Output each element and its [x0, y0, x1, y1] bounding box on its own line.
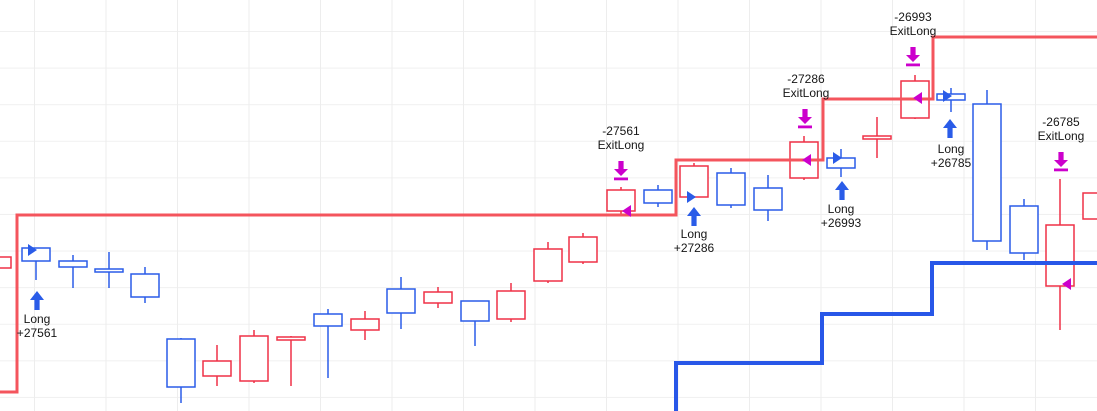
long-entry-label: Long +27561	[17, 312, 57, 340]
entry-execution-triangle-icon	[28, 244, 37, 256]
long-entry-label-line1: Long	[827, 202, 855, 216]
exit-long-label-line1: -26993	[894, 10, 932, 24]
candle-body	[0, 256, 12, 269]
long-entry-label-line2: +27561	[16, 326, 58, 340]
candle-body	[423, 291, 453, 304]
exit-long-label: -26785 ExitLong	[1038, 115, 1085, 143]
long-entry-label-line1: Long	[23, 312, 51, 326]
exit-long-arrow-bar-icon	[614, 177, 628, 181]
long-entry-label-line2: +27286	[673, 241, 715, 255]
candle-body	[716, 172, 746, 206]
candle-body	[1045, 224, 1075, 287]
candle-body	[1082, 192, 1097, 220]
candle-body	[1009, 205, 1039, 254]
candle-body	[496, 290, 526, 320]
exit-long-arrow-icon	[798, 109, 812, 124]
candle-body	[58, 260, 88, 268]
exit-long-label-line2: ExitLong	[889, 24, 937, 38]
entry-execution-triangle-icon	[943, 90, 952, 102]
exit-long-arrow-icon	[1054, 152, 1068, 167]
exit-long-label-line1: -27561	[602, 124, 640, 138]
candle-body	[568, 236, 598, 263]
candle-body	[643, 189, 673, 204]
candle-body	[94, 268, 124, 273]
exit-long-arrow-bar-icon	[906, 63, 920, 67]
candle-body	[826, 157, 856, 169]
exit-long-label: -27286 ExitLong	[783, 72, 830, 100]
long-entry-label: Long +26785	[931, 142, 971, 170]
exit-long-arrow-bar-icon	[1054, 168, 1068, 172]
long-entry-label-line1: Long	[937, 142, 965, 156]
exit-long-label-line2: ExitLong	[1037, 129, 1085, 143]
candle-body	[936, 93, 966, 101]
candle-body	[276, 336, 306, 341]
long-entry-arrow-icon	[835, 181, 849, 200]
candle-body	[130, 273, 160, 298]
exit-execution-triangle-icon	[913, 92, 922, 104]
candle-body	[862, 135, 892, 140]
candle-body	[239, 335, 269, 382]
candle-body	[679, 165, 709, 198]
candle-body	[606, 189, 636, 212]
exit-long-label-line2: ExitLong	[597, 138, 645, 152]
candle-body	[533, 248, 563, 282]
exit-long-label: -27561 ExitLong	[598, 124, 645, 152]
long-entry-label: Long +27286	[674, 227, 714, 255]
exit-execution-triangle-icon	[1062, 278, 1071, 290]
candle-body	[313, 313, 343, 327]
candle-body	[386, 288, 416, 314]
candle-body	[460, 300, 490, 322]
exit-long-arrow-icon	[906, 47, 920, 62]
exit-long-arrow-bar-icon	[798, 125, 812, 129]
candle-body	[753, 187, 783, 211]
long-entry-label: Long +26993	[821, 202, 861, 230]
long-entry-arrow-icon	[687, 207, 701, 226]
long-entry-label-line2: +26993	[820, 216, 862, 230]
long-entry-arrow-icon	[30, 291, 44, 310]
long-entry-arrow-icon	[943, 119, 957, 138]
long-entry-label-line1: Long	[680, 227, 708, 241]
entry-execution-triangle-icon	[833, 152, 842, 164]
exit-long-label-line1: -27286	[787, 72, 825, 86]
exit-long-label-line1: -26785	[1042, 115, 1080, 129]
candle-body	[202, 360, 232, 377]
blue-stop-step-line	[674, 261, 1097, 411]
exit-long-label-line2: ExitLong	[782, 86, 830, 100]
candle-body	[350, 318, 380, 331]
candle-body	[972, 103, 1002, 242]
exit-long-arrow-icon	[614, 161, 628, 176]
long-entry-label-line2: +26785	[930, 156, 972, 170]
exit-long-label: -26993 ExitLong	[890, 10, 937, 38]
red-stop-step-line	[0, 35, 1097, 394]
entry-execution-triangle-icon	[687, 191, 696, 203]
candle-body	[166, 338, 196, 388]
exit-execution-triangle-icon	[802, 154, 811, 166]
exit-execution-triangle-icon	[622, 205, 631, 217]
